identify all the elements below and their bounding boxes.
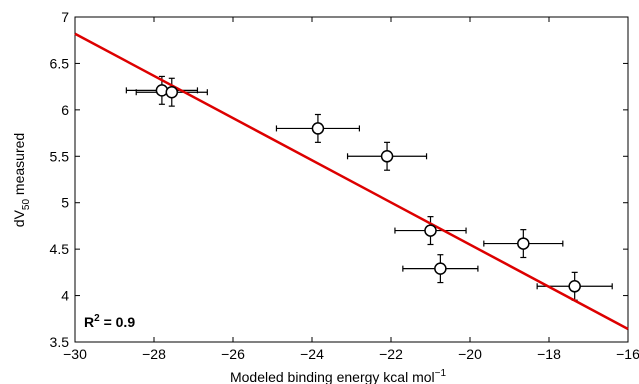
data-point [311, 122, 325, 135]
plot-area [74, 16, 629, 343]
data-point [568, 280, 581, 293]
regression-line [74, 32, 629, 331]
x-axis-label: Modeled binding energy kcal mol−1 [230, 368, 447, 384]
x-tick-label: −20 [458, 346, 482, 362]
x-tick-label: −16 [616, 346, 639, 362]
r-squared-annotation: R2 = 0.9 [84, 313, 135, 330]
y-tick-label: 4.5 [50, 241, 70, 257]
x-tick-label: −28 [142, 346, 166, 362]
y-tick-label: 5.5 [50, 148, 70, 164]
x-tick-label: −18 [537, 346, 561, 362]
data-point [424, 224, 437, 237]
y-tick-label: 6 [61, 102, 69, 118]
y-tick-label: 3.5 [50, 334, 70, 350]
data-point [155, 84, 169, 97]
data-point [165, 85, 179, 99]
y-tick-label: 7 [61, 9, 69, 25]
data-point [434, 262, 447, 275]
x-axis: −30 −28 −26 −24 −22 −20 −18 −16 [63, 17, 639, 362]
x-tick-label: −30 [63, 346, 87, 362]
y-axis: 3.5 4 4.5 5 5.5 6 6.5 7 [50, 9, 628, 350]
x-tick-label: −22 [379, 346, 403, 362]
x-tick-label: −24 [300, 346, 324, 362]
y-tick-label: 5 [61, 195, 69, 211]
y-axis-label: dV50 measured [11, 133, 32, 227]
y-tick-label: 4 [61, 288, 69, 304]
data-markers [155, 84, 581, 293]
x-tick-label: −26 [221, 346, 245, 362]
y-tick-label: 6.5 [50, 55, 70, 71]
data-point [517, 237, 530, 250]
data-point [380, 150, 394, 163]
